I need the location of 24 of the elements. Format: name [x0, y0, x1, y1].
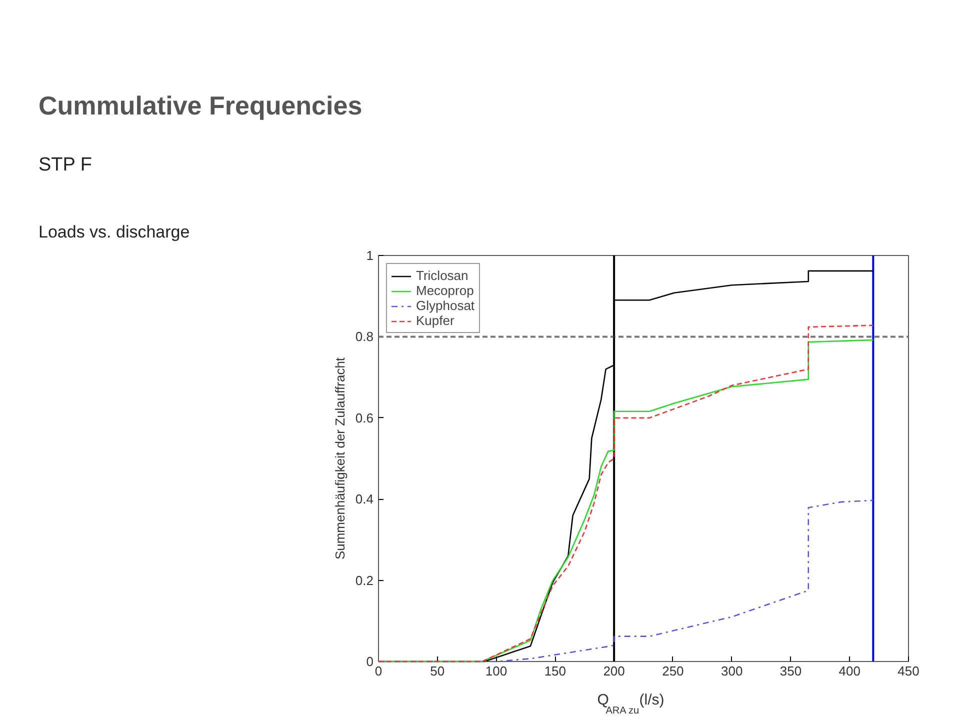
legend-label: Mecoprop — [416, 283, 474, 298]
x-tick-label: 250 — [662, 664, 684, 678]
text: STP F — [38, 154, 92, 176]
x-axis-title: QARA zu (l/s) — [597, 692, 664, 716]
y-tick-label: 1 — [366, 248, 374, 263]
legend-label: Triclosan — [416, 268, 468, 283]
y-tick-label: 0.6 — [355, 410, 374, 426]
x-tick-label: 350 — [780, 664, 802, 678]
y-tick-label: 0 — [366, 654, 374, 669]
legend-label: Glyphosat — [416, 298, 475, 313]
x-tick-label: 450 — [898, 664, 920, 678]
y-axis-title: Summenhäufigkeit der Zulauffracht — [332, 357, 348, 560]
x-tick-label: 200 — [603, 664, 625, 678]
legend-label: Kupfer — [416, 313, 454, 328]
y-tick-label: 0.4 — [355, 492, 374, 507]
x-tick-label: 50 — [430, 664, 445, 678]
y-tick-label: 0.2 — [355, 572, 374, 588]
x-tick-label: 150 — [544, 664, 566, 678]
y-tick-label: 0.8 — [355, 329, 374, 344]
x-tick-label: 300 — [720, 664, 743, 678]
x-tick-label: 400 — [838, 664, 860, 678]
x-tick-label: 100 — [485, 664, 508, 678]
text: Loads vs. discharge — [38, 222, 190, 242]
chart-title: Cummulative Frequencies — [38, 90, 362, 120]
